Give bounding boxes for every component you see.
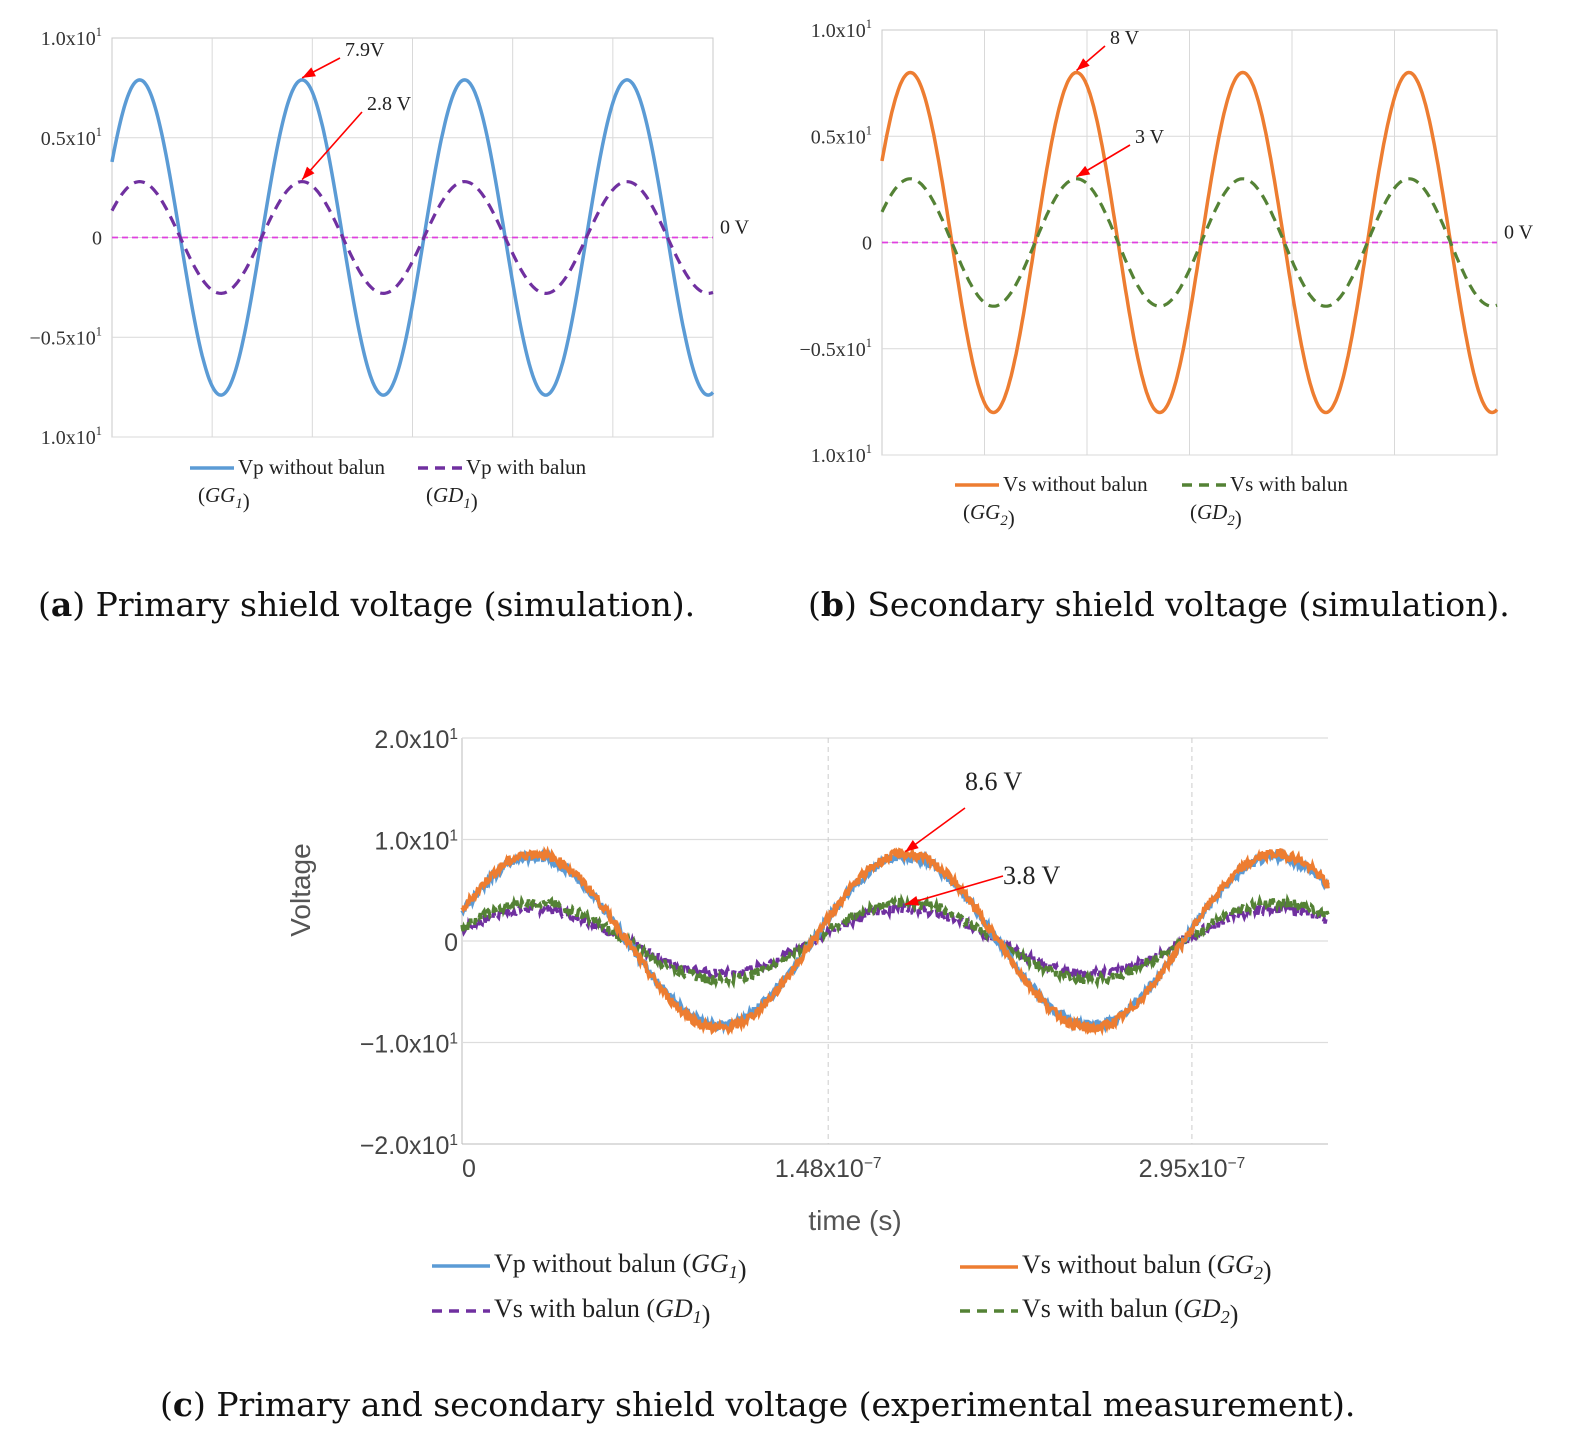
y-tick-label: 1.0x101 <box>374 828 458 856</box>
legend-entry-2: Vs with balun (GD1) <box>494 1294 710 1329</box>
caption-b-text: Secondary shield voltage (simulation). <box>856 585 1510 624</box>
y-tick-label: 0.5x101 <box>811 123 872 148</box>
x-tick-label: 0 <box>462 1155 476 1183</box>
annotation-arrow-1-line <box>905 875 1004 906</box>
legend-entry-1: Vs without balun (GG2) <box>1022 1250 1272 1285</box>
y-tick-label: −1.0x101 <box>360 1031 458 1059</box>
y-tick-label: 1.0x101 <box>811 17 872 42</box>
annotation-label-0: 7.9V <box>345 39 385 61</box>
annotation-arrow-1-line <box>301 111 363 181</box>
legend-entry-sub-1: (GD1) <box>426 483 478 513</box>
annotation-arrow-1-head <box>302 166 315 180</box>
series-line-0 <box>110 78 715 397</box>
chart-b-y-ticks: 1.0x101 0.5x101 0 −0.5x101 1.0x101 <box>800 17 872 467</box>
y-tick-label: −0.5x101 <box>800 336 872 361</box>
y-tick-label: 0 <box>862 233 872 255</box>
legend-entry-sub-0: (GG1) <box>198 483 250 513</box>
chart-a-series <box>110 78 715 397</box>
zero-annotation: 0 V <box>720 217 750 239</box>
y-tick-label: 0 <box>92 228 102 250</box>
chart-c-grid <box>461 737 1328 1145</box>
caption-b-letter: b <box>820 585 844 624</box>
chart-a-annotations: 0 V 7.9V 2.8 V <box>301 39 750 239</box>
annotation-arrow-1-head <box>905 895 920 906</box>
y-tick-label: 0 <box>444 929 458 957</box>
chart-b: 1.0x101 0.5x101 0 −0.5x101 1.0x101 0 V 8 V 3 V… <box>800 17 1534 530</box>
chart-b-legend: Vs without balun (GG2) Vs with balun (GD2) <box>955 472 1348 530</box>
caption-a-letter: a <box>50 585 73 624</box>
chart-a-legend: Vp without balun (GG1) Vp with balun (GD1) <box>190 455 587 513</box>
series-line-1 <box>110 179 714 296</box>
annotation-arrow-1-head <box>1076 165 1091 177</box>
annotation-arrow-0-head <box>905 839 919 852</box>
x-tick-label: 1.48x10−7 <box>775 1155 882 1183</box>
annotation-arrow-0-head <box>1076 58 1090 71</box>
series-line-0 <box>880 70 1499 415</box>
caption-a: (a) Primary shield voltage (simulation). <box>38 585 696 624</box>
caption-c-letter: c <box>172 1385 193 1424</box>
y-tick-label: 1.0x101 <box>811 442 872 467</box>
caption-c-text: Primary and secondary shield voltage (ex… <box>205 1385 1356 1424</box>
y-tick-label: 0.5x101 <box>41 125 102 150</box>
y-tick-label: −0.5x101 <box>30 324 102 349</box>
annotation-arrow-0-head <box>302 67 316 78</box>
chart-b-series <box>880 70 1499 415</box>
chart-c-annotations: 8.6 V 3.8 V <box>904 767 1061 906</box>
legend-entry-0: Vp without balun (GG1) <box>494 1249 746 1284</box>
y-tick-label: −2.0x101 <box>360 1132 458 1160</box>
legend-entry-0: Vs without balun <box>1003 472 1148 496</box>
series-line-1 <box>880 177 1498 308</box>
legend-entry-1: Vp with balun <box>466 455 587 479</box>
series-line-1 <box>460 845 1330 1037</box>
chart-c-xlabel: time (s) <box>808 1205 901 1236</box>
caption-a-text: Primary shield voltage (simulation). <box>85 585 696 624</box>
annotation-label-1: 2.8 V <box>367 93 412 115</box>
legend-entry-0: Vp without balun <box>238 455 385 479</box>
legend-entry-3: Vs with balun (GD2) <box>1022 1294 1238 1329</box>
chart-c-series <box>460 845 1330 1037</box>
chart-a-y-ticks: 1.0x101 0.5x101 0 −0.5x101 1.0x101 <box>30 25 102 449</box>
annotation-label-0: 8 V <box>1110 27 1140 49</box>
annotation-label-1: 3.8 V <box>1003 861 1061 890</box>
annotation-label-0: 8.6 V <box>965 767 1023 796</box>
y-tick-label: 1.0x101 <box>41 424 102 449</box>
caption-c: (c) Primary and secondary shield voltage… <box>160 1385 1356 1424</box>
annotation-label-1: 3 V <box>1135 126 1165 148</box>
legend-entry-sub-1: (GD2) <box>1190 500 1242 530</box>
caption-b: (b) Secondary shield voltage (simulation… <box>808 585 1510 624</box>
zero-annotation: 0 V <box>1504 222 1534 244</box>
legend-entry-sub-0: (GG2) <box>963 500 1015 530</box>
chart-c-legend: Vp without balun (GG1) Vs without balun (… <box>432 1249 1272 1329</box>
legend-entry-1: Vs with balun <box>1230 472 1348 496</box>
y-tick-label: 2.0x101 <box>374 726 458 754</box>
x-tick-label: 2.95x10−7 <box>1139 1155 1246 1183</box>
chart-b-annotations: 0 V 8 V 3 V <box>1076 27 1534 244</box>
y-tick-label: 1.0x101 <box>41 25 102 50</box>
chart-a: 1.0x101 0.5x101 0 −0.5x101 1.0x101 0 V 7.9V 2.… <box>30 25 750 513</box>
chart-c-ylabel: Voltage <box>285 843 316 936</box>
